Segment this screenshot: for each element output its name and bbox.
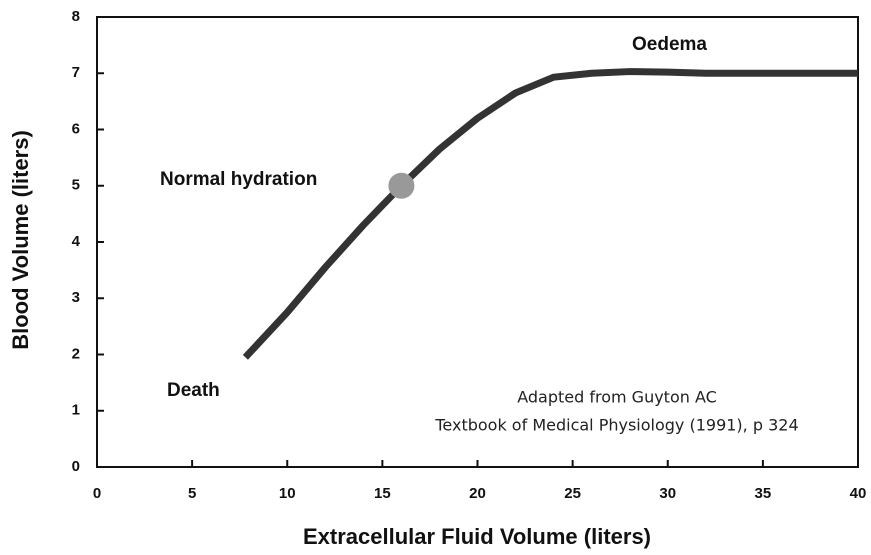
x-tick-label: 20 <box>469 485 486 502</box>
x-tick-label: 10 <box>279 485 296 502</box>
x-tick-label: 0 <box>93 485 101 502</box>
source-note: Textbook of Medical Physiology (1991), p… <box>434 416 798 435</box>
x-tick-label: 30 <box>659 485 676 502</box>
y-tick-label: 7 <box>72 64 80 81</box>
x-tick-label: 15 <box>374 485 391 502</box>
annotation: Normal hydration <box>160 169 317 190</box>
highlight-point <box>388 172 415 199</box>
y-tick-label: 6 <box>72 120 80 137</box>
x-tick-label: 40 <box>850 485 867 502</box>
data-line <box>242 68 858 360</box>
annotation: Death <box>167 380 220 401</box>
y-tick-label: 2 <box>72 345 80 362</box>
x-tick-label: 35 <box>755 485 772 502</box>
x-tick-label: 25 <box>564 485 581 502</box>
x-tick-label: 5 <box>188 485 196 502</box>
y-tick-label: 0 <box>72 458 80 475</box>
y-tick-label: 8 <box>72 8 80 25</box>
annotation: Oedema <box>632 34 707 55</box>
y-tick-label: 4 <box>72 233 81 250</box>
y-axis-title: Blood Volume (liters) <box>8 130 33 350</box>
y-tick-label: 5 <box>72 177 80 194</box>
y-tick-label: 3 <box>72 289 80 306</box>
x-axis-title: Extracellular Fluid Volume (liters) <box>303 524 651 549</box>
source-note: Adapted from Guyton AC <box>517 388 717 407</box>
y-tick-label: 1 <box>72 402 80 419</box>
